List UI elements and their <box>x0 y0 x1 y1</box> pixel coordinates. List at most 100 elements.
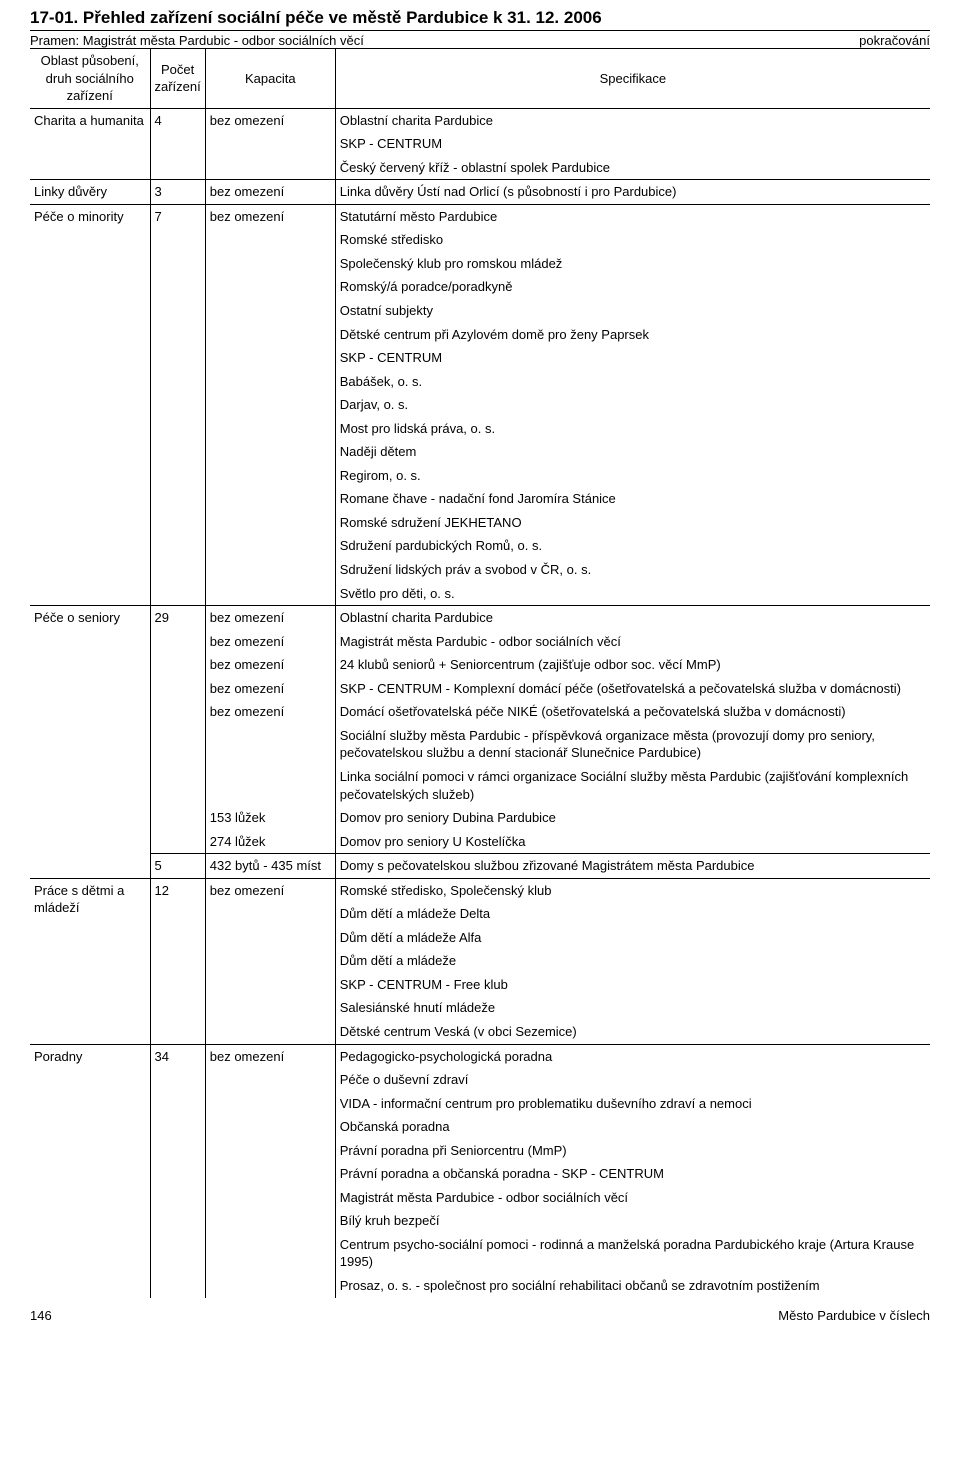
table-row: 153 lůžekDomov pro seniory Dubina Pardub… <box>30 806 930 830</box>
spec-cell: VIDA - informační centrum pro problemati… <box>335 1092 930 1116</box>
spec-cell: Naději dětem <box>335 440 930 464</box>
table-row: bez omezeníMagistrát města Pardubic - od… <box>30 630 930 654</box>
count-cell <box>150 630 205 654</box>
count-cell: 29 <box>150 606 205 630</box>
capacity-cell <box>205 765 335 806</box>
spec-cell: Dům dětí a mládeže Delta <box>335 902 930 926</box>
table-row: bez omezeníDomácí ošetřovatelská péče NI… <box>30 700 930 724</box>
spec-cell: Dům dětí a mládeže Alfa <box>335 926 930 950</box>
count-cell <box>150 765 205 806</box>
spec-cell: Český červený kříž - oblastní spolek Par… <box>335 156 930 180</box>
spec-cell: 24 klubů seniorů + Seniorcentrum (zajišť… <box>335 653 930 677</box>
capacity-cell: bez omezení <box>205 878 335 1044</box>
th-spec: Specifikace <box>335 49 930 108</box>
spec-cell: Občanská poradna <box>335 1115 930 1139</box>
facilities-table: Oblast působení, druh sociálního zařízen… <box>30 49 930 1298</box>
spec-cell: Magistrát města Pardubic - odbor sociáln… <box>335 630 930 654</box>
spec-cell: Sdružení pardubických Romů, o. s. <box>335 534 930 558</box>
capacity-cell: 432 bytů - 435 míst <box>205 854 335 879</box>
spec-cell: Statutární město Pardubice <box>335 204 930 228</box>
spec-cell: Domov pro seniory Dubina Pardubice <box>335 806 930 830</box>
spec-cell: Sociální služby města Pardubic - příspěv… <box>335 724 930 765</box>
table-row: 274 lůžekDomov pro seniory U Kostelíčka <box>30 830 930 854</box>
spec-cell: Sdružení lidských práv a svobod v ČR, o.… <box>335 558 930 582</box>
spec-cell: Most pro lidská práva, o. s. <box>335 417 930 441</box>
spec-cell: Centrum psycho-sociální pomoci - rodinná… <box>335 1233 930 1274</box>
spec-cell: Magistrát města Pardubice - odbor sociál… <box>335 1186 930 1210</box>
table-row: Práce s dětmi a mládeží12bez omezeníRoms… <box>30 878 930 902</box>
th-count: Počet zařízení <box>150 49 205 108</box>
spec-cell: Bílý kruh bezpečí <box>335 1209 930 1233</box>
th-capacity: Kapacita <box>205 49 335 108</box>
count-cell <box>150 806 205 830</box>
continuation-text: pokračování <box>859 33 930 48</box>
spec-cell: Dětské centrum Veská (v obci Sezemice) <box>335 1020 930 1044</box>
count-cell <box>150 653 205 677</box>
capacity-cell: 153 lůžek <box>205 806 335 830</box>
spec-cell: Regirom, o. s. <box>335 464 930 488</box>
spec-cell: SKP - CENTRUM <box>335 132 930 156</box>
capacity-cell: bez omezení <box>205 108 335 180</box>
table-row: Linky důvěry3bez omezeníLinka důvěry Úst… <box>30 180 930 205</box>
spec-cell: Romské středisko <box>335 228 930 252</box>
spec-cell: Romské středisko, Společenský klub <box>335 878 930 902</box>
table-row: bez omezení24 klubů seniorů + Seniorcent… <box>30 653 930 677</box>
spec-cell: Domy s pečovatelskou službou zřizované M… <box>335 854 930 879</box>
spec-cell: Společenský klub pro romskou mládež <box>335 252 930 276</box>
count-cell: 34 <box>150 1044 205 1298</box>
capacity-cell: bez omezení <box>205 700 335 724</box>
spec-cell: SKP - CENTRUM - Free klub <box>335 973 930 997</box>
spec-cell: Péče o duševní zdraví <box>335 1068 930 1092</box>
spec-cell: Právní poradna při Seniorcentru (MmP) <box>335 1139 930 1163</box>
spec-cell: Linka sociální pomoci v rámci organizace… <box>335 765 930 806</box>
title-row: 17-01. Přehled zařízení sociální péče ve… <box>30 8 930 31</box>
spec-cell: Domácí ošetřovatelská péče NIKÉ (ošetřov… <box>335 700 930 724</box>
table-row: Sociální služby města Pardubic - příspěv… <box>30 724 930 765</box>
document-page: 17-01. Přehled zařízení sociální péče ve… <box>0 0 960 1335</box>
spec-cell: Linka důvěry Ústí nad Orlicí (s působnos… <box>335 180 930 205</box>
table-row: Péče o minority7bez omezeníStatutární mě… <box>30 204 930 228</box>
area-cell: Péče o seniory <box>30 606 150 879</box>
spec-cell: Právní poradna a občanská poradna - SKP … <box>335 1162 930 1186</box>
page-number: 146 <box>30 1308 52 1323</box>
count-cell: 4 <box>150 108 205 180</box>
capacity-cell: bez omezení <box>205 204 335 605</box>
capacity-cell: bez omezení <box>205 653 335 677</box>
table-row: Péče o seniory29bez omezeníOblastní char… <box>30 606 930 630</box>
spec-cell: Dětské centrum při Azylovém domě pro žen… <box>335 323 930 347</box>
spec-cell: Romský/á poradce/poradkyně <box>335 275 930 299</box>
spec-cell: Babášek, o. s. <box>335 370 930 394</box>
th-area: Oblast působení, druh sociálního zařízen… <box>30 49 150 108</box>
count-cell <box>150 700 205 724</box>
table-body: Charita a humanita4bez omezeníOblastní c… <box>30 108 930 1297</box>
area-cell: Péče o minority <box>30 204 150 605</box>
capacity-cell: bez omezení <box>205 1044 335 1298</box>
area-cell: Linky důvěry <box>30 180 150 205</box>
capacity-cell: bez omezení <box>205 606 335 630</box>
spec-cell: Romské sdružení JEKHETANO <box>335 511 930 535</box>
footer-right: Město Pardubice v číslech <box>778 1308 930 1323</box>
spec-cell: Oblastní charita Pardubice <box>335 606 930 630</box>
spec-cell: SKP - CENTRUM <box>335 346 930 370</box>
spec-cell: Světlo pro děti, o. s. <box>335 582 930 606</box>
table-row: Linka sociální pomoci v rámci organizace… <box>30 765 930 806</box>
capacity-cell: bez omezení <box>205 630 335 654</box>
count-cell <box>150 830 205 854</box>
page-title: 17-01. Přehled zařízení sociální péče ve… <box>30 8 602 28</box>
capacity-cell: 274 lůžek <box>205 830 335 854</box>
spec-cell: SKP - CENTRUM - Komplexní domácí péče (o… <box>335 677 930 701</box>
table-row: 5432 bytů - 435 místDomy s pečovatelskou… <box>30 854 930 879</box>
count-cell <box>150 724 205 765</box>
spec-cell: Darjav, o. s. <box>335 393 930 417</box>
page-footer: 146 Město Pardubice v číslech <box>30 1298 930 1323</box>
spec-cell: Dům dětí a mládeže <box>335 949 930 973</box>
table-row: Charita a humanita4bez omezeníOblastní c… <box>30 108 930 132</box>
capacity-cell: bez omezení <box>205 677 335 701</box>
count-cell: 7 <box>150 204 205 605</box>
table-row: bez omezeníSKP - CENTRUM - Komplexní dom… <box>30 677 930 701</box>
spec-cell: Salesiánské hnutí mládeže <box>335 996 930 1020</box>
capacity-cell: bez omezení <box>205 180 335 205</box>
area-cell: Poradny <box>30 1044 150 1298</box>
spec-cell: Romane čhave - nadační fond Jaromíra Stá… <box>335 487 930 511</box>
spec-cell: Oblastní charita Pardubice <box>335 108 930 132</box>
